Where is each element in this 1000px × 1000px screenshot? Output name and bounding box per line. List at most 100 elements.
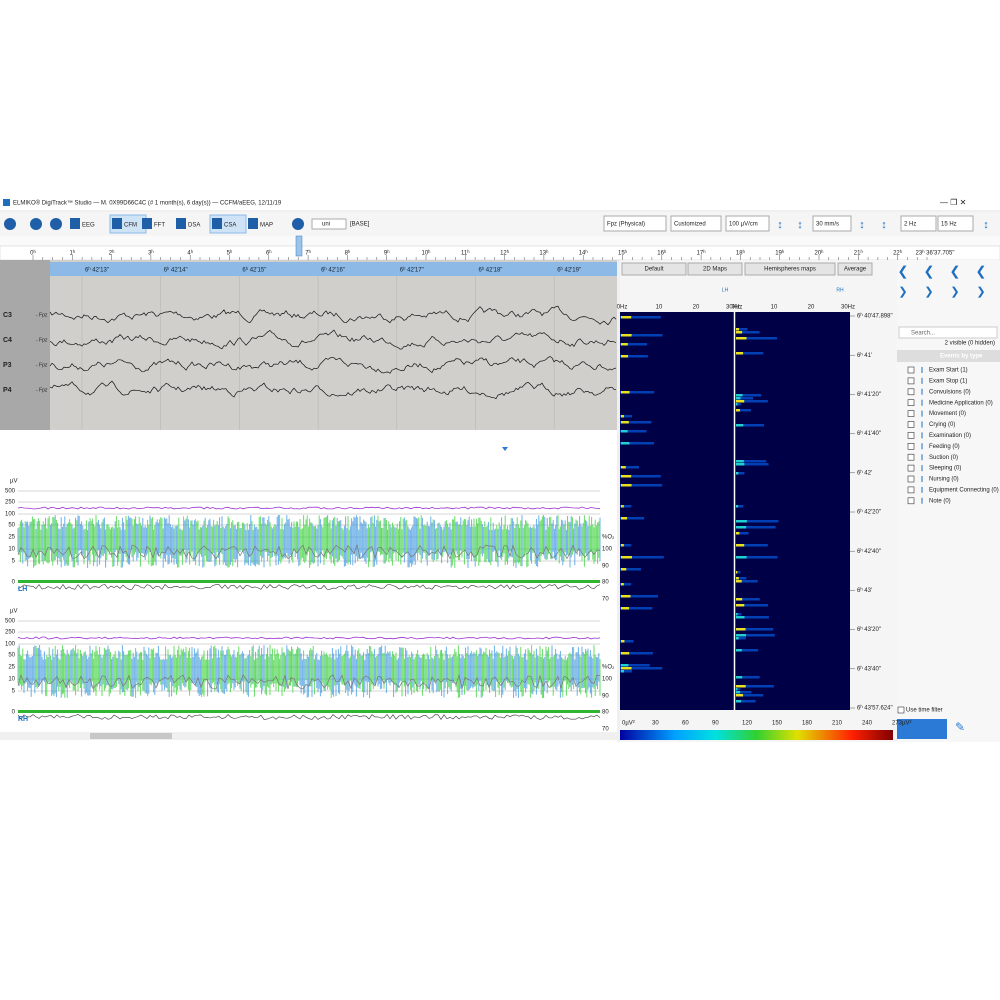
scale-horizontal-icon[interactable]: ↕ xyxy=(881,219,887,231)
dsa-energy-peak xyxy=(736,331,743,334)
event-checkbox[interactable] xyxy=(907,464,915,472)
dsa-button-label: Hemispheres maps xyxy=(764,267,816,273)
montage-field[interactable] xyxy=(311,218,347,230)
settings-icon[interactable] xyxy=(50,218,62,230)
scrollbar-thumb[interactable] xyxy=(90,733,172,739)
dsa-energy-peak xyxy=(621,544,624,547)
toolbar-button-label: FFT xyxy=(154,223,165,229)
dsa-energy xyxy=(735,688,741,691)
aeeg-scale-label: 0 xyxy=(12,710,16,716)
aeeg-scale-label: 500 xyxy=(5,619,16,625)
dsa-energy xyxy=(620,607,653,610)
aeeg-scale-label: 0 xyxy=(12,580,16,586)
toolbar-dropdown[interactable] xyxy=(603,215,667,232)
toolbar-dropdown[interactable] xyxy=(900,215,937,232)
filter-icon[interactable]: ↕ xyxy=(983,219,989,231)
event-type: Exam Start (1) xyxy=(929,368,968,374)
ruler-end: 23ʰ 36'37.705" xyxy=(916,250,955,257)
dsa-energy-peak xyxy=(621,415,624,418)
eeg-time: 6ʰ 42'13" xyxy=(85,267,109,274)
event-checkbox[interactable] xyxy=(907,432,915,439)
aeeg-scale-label: 100 xyxy=(5,512,16,518)
scale-vertical-icon[interactable]: ↕ xyxy=(797,219,803,231)
nav-button[interactable]: ❮ xyxy=(924,263,935,279)
dsa-button[interactable] xyxy=(621,262,687,276)
event-checkbox[interactable] xyxy=(907,486,915,494)
toolbar-icon xyxy=(248,218,258,229)
dsa-energy xyxy=(620,505,632,508)
nav-button[interactable]: ❮ xyxy=(950,263,961,279)
ruler-hour: 8ʰ xyxy=(345,250,351,257)
dsa-freq-label: 0Hz xyxy=(732,305,743,311)
scale-horizontal-icon[interactable]: ↕ xyxy=(859,219,865,231)
events-tab-active[interactable] xyxy=(897,719,947,739)
nav-button[interactable]: ❯ xyxy=(976,286,985,298)
ruler-hour: 11ʰ xyxy=(461,250,470,257)
dsa-energy-peak xyxy=(621,316,632,319)
channel-name: P3 xyxy=(3,362,12,369)
scrollbar[interactable] xyxy=(0,732,617,740)
eeg-trace xyxy=(49,329,617,350)
toolbar-icon xyxy=(70,218,80,229)
nav-button[interactable]: ❯ xyxy=(924,286,933,298)
toolbar-dropdown[interactable] xyxy=(725,215,770,232)
aeeg-scale-label: 50 xyxy=(8,523,15,529)
ruler-hour: 5ʰ xyxy=(227,250,233,257)
dsa-energy-peak xyxy=(621,640,625,643)
time-filter-checkbox[interactable] xyxy=(897,706,905,714)
dsa-button[interactable] xyxy=(687,262,743,276)
toolbar-dropdown[interactable] xyxy=(670,215,722,232)
search-field[interactable] xyxy=(898,326,998,339)
ruler-hour: 2ʰ xyxy=(109,250,115,257)
event-checkbox[interactable] xyxy=(907,399,915,407)
event-checkbox[interactable] xyxy=(907,453,915,461)
toolbar-dropdown[interactable] xyxy=(937,215,974,232)
dsa-button[interactable] xyxy=(744,262,836,276)
eeg-trace xyxy=(49,356,617,374)
dsa-energy-peak xyxy=(621,421,629,424)
collapse-arrow[interactable] xyxy=(502,447,508,451)
toolbar-icon xyxy=(176,218,186,229)
edit-icon[interactable]: ✎ xyxy=(955,720,965,734)
event-checkbox[interactable] xyxy=(907,366,915,374)
event-checkbox[interactable] xyxy=(907,497,915,505)
dsa-energy xyxy=(620,667,663,670)
navigation-row xyxy=(0,236,1000,246)
event-checkbox[interactable] xyxy=(907,475,915,483)
color-scale-label: 180 xyxy=(802,721,813,727)
dsa-energy-peak xyxy=(736,688,738,691)
ruler-slider[interactable] xyxy=(295,235,303,257)
scale-vertical-icon[interactable]: ↕ xyxy=(777,219,783,231)
color-scale-label: 273µV² xyxy=(892,721,911,727)
nav-button[interactable]: ❮ xyxy=(976,263,987,279)
window-controls[interactable]: — ❐ ✕ xyxy=(940,198,966,207)
nav-button[interactable]: ❯ xyxy=(898,286,907,298)
dsa-energy xyxy=(735,649,759,652)
nav-button[interactable]: ❯ xyxy=(950,286,959,298)
color-scale-bar xyxy=(620,730,893,740)
spo2-scale-label: 80 xyxy=(602,580,609,586)
dsa-energy xyxy=(735,397,754,400)
toolbar-dropdown[interactable] xyxy=(812,215,852,232)
save-icon[interactable] xyxy=(4,218,16,230)
dsa-energy-peak xyxy=(736,691,741,694)
refresh-icon[interactable] xyxy=(292,218,304,230)
event-checkbox[interactable] xyxy=(907,388,915,396)
dsa-button[interactable] xyxy=(837,262,873,276)
channel-name: P4 xyxy=(3,387,12,394)
toolbar-button-label: CSA xyxy=(224,223,236,229)
dsa-energy-peak xyxy=(621,595,631,598)
dsa-rh xyxy=(735,312,850,710)
event-checkbox[interactable] xyxy=(907,377,915,385)
eeg-time: 6ʰ 42'14" xyxy=(164,267,188,274)
nav-button[interactable]: ❮ xyxy=(898,263,909,279)
dsa-energy-peak xyxy=(621,343,628,346)
dsa-energy-peak xyxy=(621,583,624,586)
event-checkbox[interactable] xyxy=(907,421,915,428)
view-icon[interactable] xyxy=(30,218,42,230)
dsa-energy-peak xyxy=(621,670,625,673)
eeg-area xyxy=(0,260,617,430)
event-checkbox[interactable] xyxy=(907,410,915,417)
event-checkbox[interactable] xyxy=(907,442,915,450)
